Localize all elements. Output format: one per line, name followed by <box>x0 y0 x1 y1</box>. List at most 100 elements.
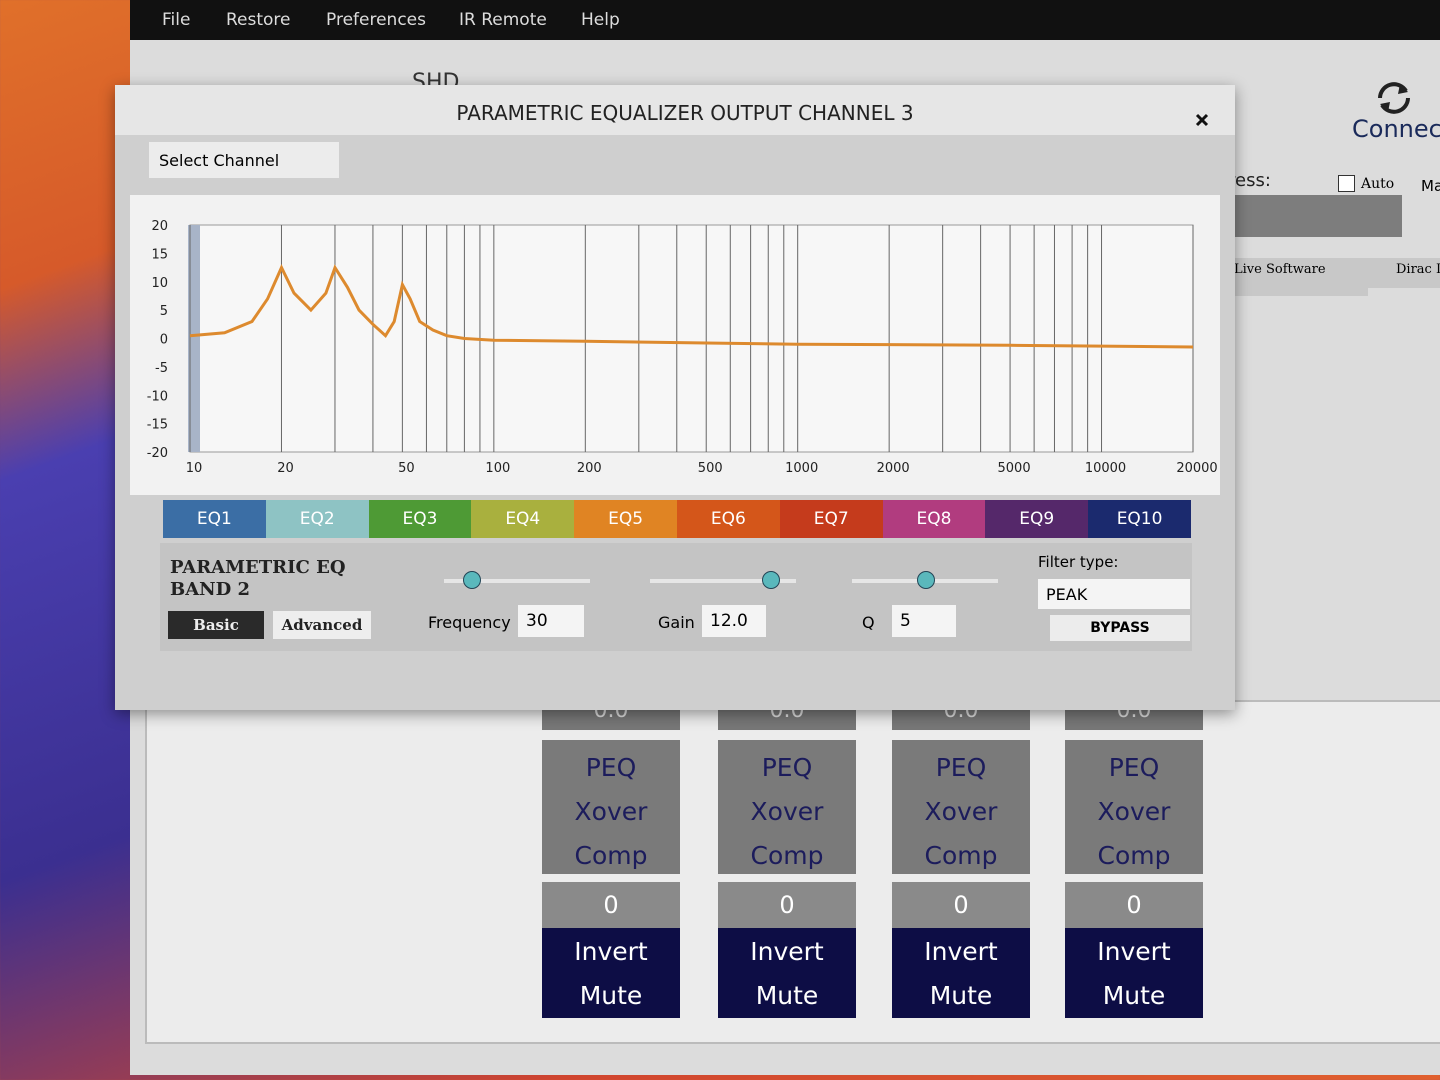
q-field[interactable]: 5 <box>892 605 956 637</box>
channel-panel: 0.0 PEQ Xover Comp 0 Invert Mute 0.0 PEQ Xover Com… <box>145 700 1440 1044</box>
gain-slider[interactable] <box>650 579 796 583</box>
mute-button[interactable]: Mute <box>929 981 993 1010</box>
x-tick-label: 1000 <box>785 461 818 476</box>
invert-button[interactable]: Invert <box>574 937 648 966</box>
band-tab[interactable]: EQ9 <box>985 500 1089 538</box>
routing-block: PEQ Xover Comp <box>718 740 856 874</box>
y-tick-label: -20 <box>147 446 168 461</box>
filter-type-label: Filter type: <box>1038 553 1119 571</box>
x-tick-label: 20000 <box>1176 461 1217 476</box>
band-tab[interactable]: EQ2 <box>265 500 369 538</box>
band-tab[interactable]: EQ6 <box>676 500 780 538</box>
mute-button[interactable]: Mute <box>1102 981 1166 1010</box>
y-tick-label: 0 <box>160 333 168 348</box>
x-tick-label: 5000 <box>998 461 1031 476</box>
q-handle[interactable] <box>917 571 935 589</box>
invert-button[interactable]: Invert <box>750 937 824 966</box>
comp-button[interactable]: Comp <box>1097 841 1171 870</box>
invert-button[interactable]: Invert <box>924 937 998 966</box>
y-tick-label: 15 <box>151 247 168 262</box>
x-tick-label: 10 <box>186 461 203 476</box>
x-tick-label: 2000 <box>877 461 910 476</box>
frequency-slider[interactable] <box>444 579 590 583</box>
band-tab[interactable]: EQ4 <box>471 500 575 538</box>
phase-display: 0 <box>892 882 1030 928</box>
dialog-titlebar <box>115 85 1235 135</box>
address-field[interactable] <box>1230 195 1402 237</box>
band-tab[interactable]: EQ5 <box>574 500 677 538</box>
frequency-handle[interactable] <box>463 571 481 589</box>
band-tabs: EQ1 EQ2 EQ3 EQ4 EQ5 EQ6 EQ7 EQ8 EQ9 EQ10 <box>163 500 1191 538</box>
comp-button[interactable]: Comp <box>924 841 998 870</box>
scale-strip <box>188 225 200 452</box>
connect-button[interactable]: Connect <box>1352 115 1440 143</box>
connect-icon <box>1378 82 1410 114</box>
phase-display: 0 <box>718 882 856 928</box>
gain-field[interactable]: 12.0 <box>702 605 766 637</box>
frequency-field[interactable]: 30 <box>518 605 584 637</box>
menu-item[interactable]: Help <box>581 10 620 30</box>
basic-button[interactable]: Basic <box>168 611 264 639</box>
y-tick-label: 10 <box>151 276 168 291</box>
filter-type-field[interactable]: PEAK <box>1038 579 1190 609</box>
mute-button[interactable]: Mute <box>579 981 643 1010</box>
menu-item[interactable]: Preferences <box>326 10 426 30</box>
select-channel-button[interactable]: Select Channel <box>149 142 339 178</box>
frequency-label: Frequency <box>428 613 511 632</box>
eq-dialog: PARAMETRIC EQUALIZER OUTPUT CHANNEL 3 Se… <box>115 85 1235 710</box>
phase-display: 0 <box>1065 882 1203 928</box>
bypass-button[interactable]: BYPASS <box>1050 615 1190 641</box>
auto-checkbox[interactable] <box>1338 175 1355 192</box>
peq-button[interactable]: PEQ <box>761 753 813 782</box>
band-tab[interactable]: EQ1 <box>163 500 266 538</box>
invert-mute-block: Invert Mute <box>718 928 856 1018</box>
y-tick-label: 20 <box>151 219 168 234</box>
tab-live-software[interactable]: Live Software <box>1230 258 1368 296</box>
cut-label: Ma <box>1421 177 1440 195</box>
x-tick-label: 100 <box>485 461 510 476</box>
peq-button[interactable]: PEQ <box>585 753 637 782</box>
band-tab[interactable]: EQ3 <box>368 500 472 538</box>
x-tick-label: 20 <box>277 461 294 476</box>
band-tab[interactable]: EQ10 <box>1088 500 1191 538</box>
x-tick-label: 10000 <box>1085 461 1126 476</box>
invert-mute-block: Invert Mute <box>542 928 680 1018</box>
xover-button[interactable]: Xover <box>924 797 998 826</box>
menu-bar: File Restore Preferences IR Remote Help <box>130 0 1440 40</box>
band-tab[interactable]: EQ8 <box>882 500 986 538</box>
routing-block: PEQ Xover Comp <box>1065 740 1203 874</box>
band-tab[interactable]: EQ7 <box>779 500 883 538</box>
xover-button[interactable]: Xover <box>750 797 824 826</box>
y-tick-label: -15 <box>147 418 168 433</box>
y-tick-label: -10 <box>147 389 168 404</box>
xover-button[interactable]: Xover <box>574 797 648 826</box>
y-tick-label: -5 <box>155 361 168 376</box>
peq-button[interactable]: PEQ <box>1108 753 1160 782</box>
menu-item[interactable]: IR Remote <box>459 10 547 30</box>
peq-button[interactable]: PEQ <box>935 753 987 782</box>
invert-button[interactable]: Invert <box>1097 937 1171 966</box>
plot-area <box>189 224 1194 453</box>
menu-item[interactable]: File <box>162 10 191 30</box>
comp-button[interactable]: Comp <box>750 841 824 870</box>
invert-mute-block: Invert Mute <box>892 928 1030 1018</box>
routing-block: PEQ Xover Comp <box>892 740 1030 874</box>
address-label: ress: <box>1228 170 1271 191</box>
x-tick-label: 50 <box>398 461 415 476</box>
q-label: Q <box>862 613 875 632</box>
tab-dirac[interactable]: Dirac L <box>1366 258 1440 288</box>
mute-button[interactable]: Mute <box>755 981 819 1010</box>
close-button[interactable] <box>1195 113 1209 127</box>
band-panel: PARAMETRIC EQ BAND 2 Basic Advanced Freq… <box>160 543 1192 651</box>
menu-item[interactable]: Restore <box>226 10 291 30</box>
dialog-title: PARAMETRIC EQUALIZER OUTPUT CHANNEL 3 <box>456 101 914 125</box>
phase-display: 0 <box>542 882 680 928</box>
x-tick-label: 200 <box>577 461 602 476</box>
x-tick-label: 500 <box>698 461 723 476</box>
comp-button[interactable]: Comp <box>574 841 648 870</box>
advanced-button[interactable]: Advanced <box>273 611 371 639</box>
xover-button[interactable]: Xover <box>1097 797 1171 826</box>
gain-handle[interactable] <box>762 571 780 589</box>
